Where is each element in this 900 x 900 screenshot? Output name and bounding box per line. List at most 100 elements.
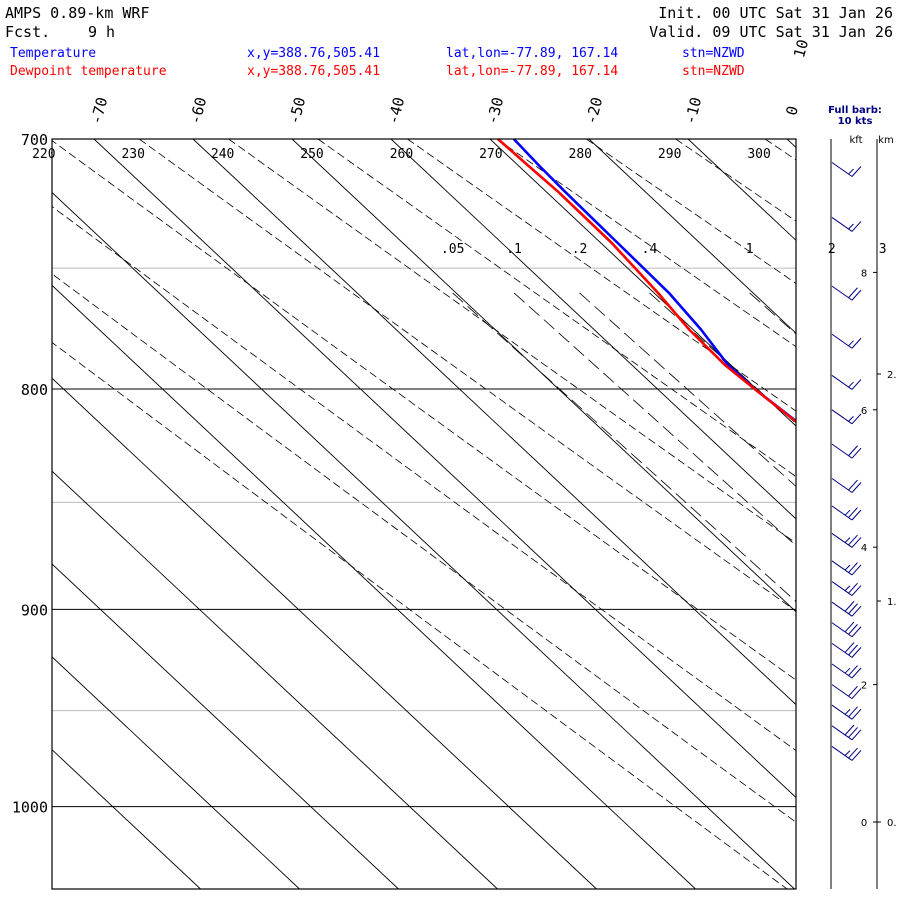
wind-barb-shaft: [831, 581, 853, 596]
theta-label: 220: [32, 147, 55, 162]
wind-barb: [831, 505, 862, 521]
wind-barb-flag: [851, 166, 862, 177]
wind-barb-flag: [851, 626, 862, 638]
legend-dewpoint: Dewpoint temperature x,y=388.76,505.41 l…: [10, 64, 745, 79]
wind-barb-half-flag: [844, 537, 851, 544]
wind-barb-flag: [848, 665, 858, 676]
wind-barb-flag: [851, 537, 862, 548]
wind-barb-flag: [851, 509, 862, 521]
wind-barb-flag: [848, 706, 858, 718]
wind-barb-shaft: [831, 663, 853, 679]
wind-barb-shaft: [831, 704, 853, 720]
isotherm-line: [390, 139, 796, 520]
temperature-tick-label: -10: [681, 95, 705, 126]
plot-frame: [51, 138, 797, 890]
wind-barb-shaft: [831, 642, 853, 658]
wind-barb: [831, 409, 862, 425]
temperature-tick-label: -30: [483, 95, 507, 126]
wind-barb-shaft: [831, 560, 853, 576]
wind-barb: [831, 285, 862, 301]
pressure-tick-label: 700: [21, 131, 48, 149]
temperature-tick-label: -70: [87, 95, 111, 126]
legend-dewpoint-xy: x,y=388.76,505.41: [247, 64, 380, 79]
wind-barb: [831, 217, 862, 232]
legend-temperature: Temperature x,y=388.76,505.41 lat,lon=-7…: [10, 46, 745, 61]
dry-adiabat-line: [138, 139, 796, 612]
temperature-tick-label: 10: [790, 38, 812, 60]
wind-barb: [831, 621, 862, 638]
mixing-ratio-label: .4: [642, 242, 658, 257]
dry-adiabat-line: [496, 139, 796, 348]
wind-barb-half-flag: [848, 223, 854, 230]
wind-barb-flag: [848, 603, 858, 615]
theta-label: 280: [569, 147, 592, 162]
wind-barb-flag: [848, 507, 858, 518]
mixing-ratio-line: [579, 292, 796, 487]
dry-adiabat-line: [317, 139, 796, 478]
wind-barb-shaft: [831, 601, 853, 617]
wind-barb-flag: [851, 289, 862, 301]
wind-barb: [831, 560, 862, 576]
init-time: Init. 00 UTC Sat 31 Jan 26: [658, 4, 893, 22]
mixing-ratio-label: .05: [441, 242, 464, 257]
mixing-ratio-label: 1: [746, 242, 754, 257]
isotherm-line: [886, 139, 900, 889]
mixing-ratio-label: .2: [572, 242, 588, 257]
wind-barb-flag: [851, 605, 862, 617]
isotherm-line: [52, 191, 795, 889]
wind-barb-flag: [844, 724, 855, 736]
pressure-tick-label: 800: [21, 381, 48, 399]
wind-barb: [831, 581, 862, 596]
mixing-ratio-line: [649, 292, 796, 424]
wind-barb-flag: [848, 747, 858, 759]
wind-barb: [831, 478, 862, 493]
legend-temperature-label: Temperature: [10, 46, 96, 61]
kft-tick-label: 0: [861, 818, 867, 829]
wind-barb-flag: [848, 727, 858, 738]
wind-panel-subtitle: 10 kts: [838, 116, 873, 127]
km-tick-label: 0.: [887, 818, 897, 829]
wind-panel-title: Full barb:: [828, 105, 882, 116]
legend-dewpoint-stn: stn=NZWD: [682, 64, 745, 79]
legend-temperature-latlon: lat,lon=-77.89, 167.14: [446, 46, 618, 61]
theta-label: 250: [300, 147, 323, 162]
sounding-series: [497, 139, 796, 424]
isotherm-line: [52, 470, 498, 889]
isotherm-line: [93, 139, 796, 799]
wind-barb-flag: [844, 601, 855, 612]
wind-barb-flag: [851, 585, 862, 596]
axis-labels: 700 800 900 1000 -70 -60 -50 -40 -30 -20 -10 0 10 220…: [12, 38, 887, 817]
wind-barb-flag: [851, 647, 862, 658]
wind-barb-half-flag: [844, 667, 851, 674]
isotherm-line: [687, 139, 796, 241]
isotherm-line: [192, 139, 796, 706]
mixing-ratio-label: .1: [506, 242, 522, 257]
wind-barb-shaft: [831, 217, 853, 232]
legend-temperature-stn: stn=NZWD: [682, 46, 745, 61]
wind-barb-flag: [848, 644, 858, 656]
wind-barb-shaft: [831, 505, 853, 521]
isotherm-line: [52, 284, 696, 889]
wind-barb-flag: [851, 221, 862, 232]
wind-barb-flag: [851, 750, 862, 761]
kft-tick-label: 4: [861, 543, 867, 554]
dry-adiabat-line: [228, 139, 796, 544]
wind-barb-half-flag: [848, 381, 854, 388]
temperature-tick-label: -40: [384, 95, 408, 126]
wind-barb-flag: [848, 562, 858, 573]
mixing-ratio-line: [452, 292, 796, 603]
dry-adiabat-line: [52, 273, 796, 823]
isotherm-line: [52, 656, 300, 889]
fcst-label: Fcst.: [5, 23, 50, 41]
wind-barb-flag: [851, 708, 862, 720]
valid-time: Valid. 09 UTC Sat 31 Jan 26: [649, 23, 893, 41]
wind-barb-shaft: [831, 162, 853, 177]
isotherm-line: [52, 749, 201, 889]
wind-barb-flag: [851, 447, 862, 459]
wind-barb: [831, 663, 862, 679]
model-title: AMPS 0.89-km WRF: [5, 4, 150, 22]
kft-tick-label: 2: [861, 681, 867, 692]
wind-barb: [831, 642, 862, 658]
isotherm-line: [291, 139, 796, 613]
wind-barb: [831, 684, 862, 700]
